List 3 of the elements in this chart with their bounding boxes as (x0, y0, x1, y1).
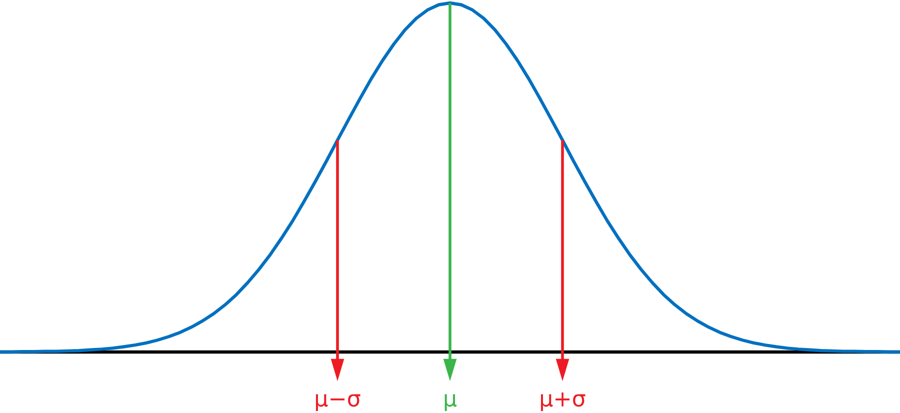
x-tick-label: μ (444, 394, 457, 412)
x-tick-label: μ+σ (540, 392, 586, 412)
x-tick-label: μ−σ (316, 394, 360, 412)
